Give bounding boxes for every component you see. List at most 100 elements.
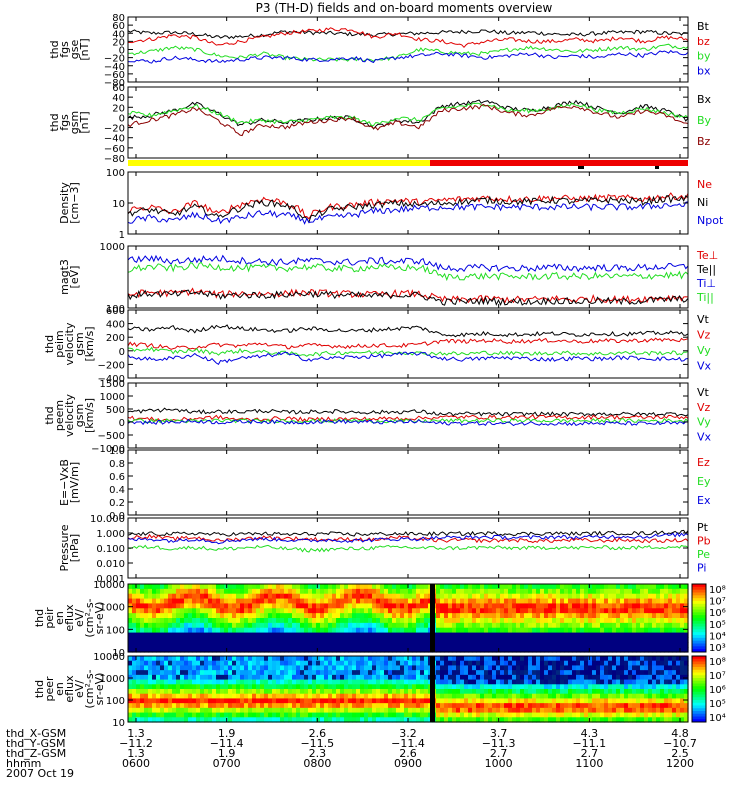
spec-cell [452, 665, 457, 671]
spec-cell [468, 684, 473, 690]
spec-cell [280, 656, 285, 662]
spec-cell [188, 684, 193, 690]
spec-cell [300, 642, 305, 648]
spec-cell [560, 622, 565, 629]
x-row-value: 1.3 [127, 727, 145, 740]
spec-cell [616, 707, 621, 714]
spec-cell [648, 698, 653, 704]
x-row-value: 1100 [575, 757, 603, 770]
spec-cell [268, 603, 273, 609]
spec-cell [608, 618, 613, 624]
spec-cell [436, 642, 441, 648]
spec-cell [424, 656, 429, 662]
spec-cell [260, 660, 265, 667]
spec-cell [140, 608, 145, 614]
colorbar-tick-label: 10⁴ [709, 631, 726, 642]
spec-cell [544, 618, 549, 624]
spec-cell [596, 684, 601, 690]
spec-cell [600, 608, 605, 614]
spec-cell [580, 679, 585, 685]
spec-cell [448, 584, 453, 590]
spec-cell [356, 608, 361, 614]
spec-cell [284, 647, 289, 653]
spec-cell [328, 613, 333, 619]
spec-cell [464, 642, 469, 648]
spec-cell [412, 622, 417, 629]
spec-cell [648, 593, 653, 600]
spec-cell [140, 703, 145, 709]
spec-cell [592, 684, 597, 690]
spec-cell [336, 642, 341, 648]
y-tick-label: −40 [104, 134, 125, 145]
y-axis-label-line: velocity [63, 322, 76, 365]
spec-cell [496, 679, 501, 685]
spec-cell [272, 603, 277, 609]
spec-cell [228, 647, 233, 653]
spec-cell [400, 598, 405, 605]
spec-cell [652, 693, 657, 700]
spec-cell [684, 689, 689, 695]
spec-cell [300, 584, 305, 590]
spec-cell [320, 622, 325, 629]
spec-cell [356, 656, 361, 662]
spec-cell [368, 647, 373, 653]
spec-cell [468, 632, 473, 639]
spec-cell [132, 670, 137, 676]
spec-cell [168, 698, 173, 704]
spec-cell [256, 632, 261, 639]
spec-cell [472, 618, 477, 624]
spec-cell [460, 618, 465, 624]
y-axis-label-line: fgs [58, 114, 71, 131]
spec-cell [172, 712, 177, 718]
spec-cell [276, 598, 281, 605]
spec-cell [368, 632, 373, 639]
spec-cell [660, 670, 665, 676]
spec-cell [612, 670, 617, 676]
spec-cell [252, 689, 257, 695]
spec-cell [384, 712, 389, 718]
spec-cell [612, 674, 617, 681]
spec-cell [192, 703, 197, 709]
y-tick-label: 60 [112, 83, 125, 94]
spec-cell [584, 588, 589, 595]
spec-cell [340, 656, 345, 662]
spec-cell [332, 703, 337, 709]
spec-cell [500, 679, 505, 685]
spec-cell [156, 665, 161, 671]
spec-cell [240, 703, 245, 709]
spec-cell [188, 698, 193, 704]
spec-cell [300, 684, 305, 690]
spec-cell [676, 674, 681, 681]
spec-cell [148, 647, 153, 653]
spec-cell [160, 717, 165, 723]
spec-cell [280, 712, 285, 718]
spec-cell [380, 632, 385, 639]
spec-cell [216, 618, 221, 624]
spec-cell [496, 588, 501, 595]
spec-cell [184, 684, 189, 690]
spec-cell [256, 637, 261, 643]
spec-cell [476, 608, 481, 614]
spec-cell [156, 622, 161, 629]
spec-cell [396, 593, 401, 600]
spec-cell [524, 598, 529, 605]
spec-cell [360, 693, 365, 700]
spec-cell [152, 712, 157, 718]
spec-cell [520, 593, 525, 600]
spec-cell [448, 684, 453, 690]
legend-green: by [697, 50, 711, 63]
spec-cell [516, 584, 521, 590]
spec-cell [492, 637, 497, 643]
spec-cell [500, 627, 505, 634]
spec-cell [292, 642, 297, 648]
spec-cell [564, 670, 569, 676]
spec-cell [636, 618, 641, 624]
spec-cell [252, 608, 257, 614]
spec-cell [652, 613, 657, 619]
spec-cell [412, 707, 417, 714]
spec-cell [140, 684, 145, 690]
spec-cell [524, 647, 529, 653]
spec-cell [544, 593, 549, 600]
spec-cell [580, 698, 585, 704]
spec-cell [556, 603, 561, 609]
